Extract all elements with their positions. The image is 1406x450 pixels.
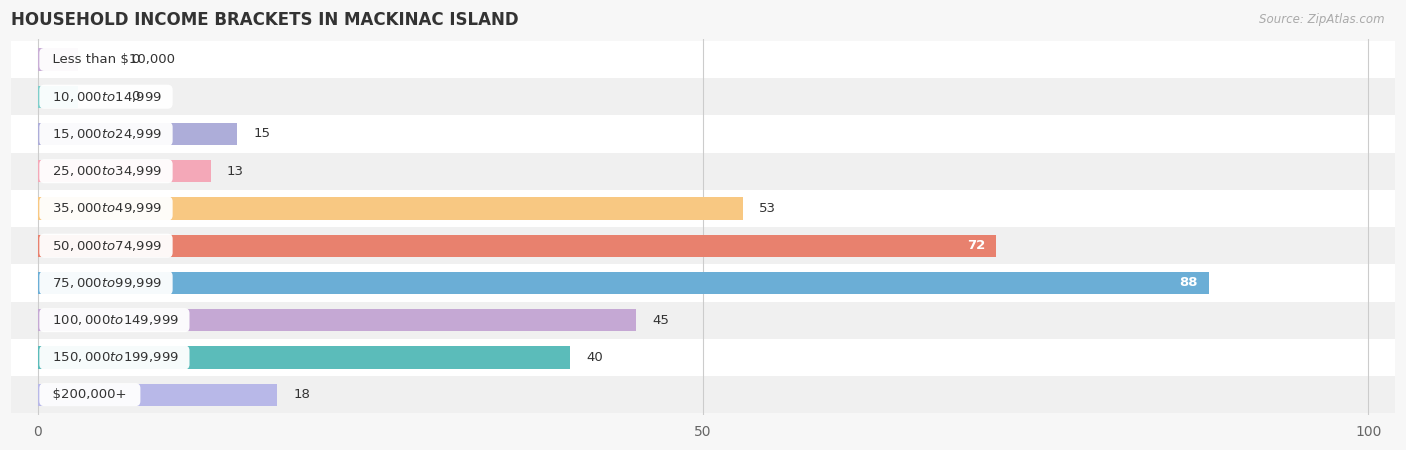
Bar [11,376,1395,413]
Bar [38,48,77,71]
Text: 0: 0 [131,90,139,103]
Bar [38,309,637,331]
Text: 72: 72 [967,239,986,252]
Text: $10,000 to $14,999: $10,000 to $14,999 [45,90,167,104]
Bar [11,190,1395,227]
Bar [11,153,1395,190]
Text: Less than $10,000: Less than $10,000 [45,53,184,66]
Bar [11,115,1395,153]
Bar [38,197,742,220]
Bar [38,272,1209,294]
Text: 88: 88 [1180,276,1198,289]
Text: 18: 18 [294,388,311,401]
Bar [11,227,1395,264]
Text: $75,000 to $99,999: $75,000 to $99,999 [45,276,167,290]
Bar [38,234,995,257]
Bar [11,339,1395,376]
Text: $150,000 to $199,999: $150,000 to $199,999 [45,351,184,364]
Bar [38,86,77,108]
Text: 15: 15 [253,127,270,140]
Text: 45: 45 [652,314,669,327]
Bar [11,264,1395,302]
Text: 0: 0 [131,53,139,66]
Bar [38,123,238,145]
Text: HOUSEHOLD INCOME BRACKETS IN MACKINAC ISLAND: HOUSEHOLD INCOME BRACKETS IN MACKINAC IS… [11,11,519,29]
Bar [11,302,1395,339]
Text: 40: 40 [586,351,603,364]
Bar [38,383,277,406]
Bar [11,41,1395,78]
Text: $35,000 to $49,999: $35,000 to $49,999 [45,202,167,216]
Bar [11,78,1395,115]
Text: Source: ZipAtlas.com: Source: ZipAtlas.com [1260,14,1385,27]
Text: $200,000+: $200,000+ [45,388,135,401]
Bar [38,346,569,369]
Text: 13: 13 [226,165,243,178]
Text: $15,000 to $24,999: $15,000 to $24,999 [45,127,167,141]
Text: 53: 53 [759,202,776,215]
Text: $25,000 to $34,999: $25,000 to $34,999 [45,164,167,178]
Bar [38,160,211,182]
Text: $100,000 to $149,999: $100,000 to $149,999 [45,313,184,327]
Text: $50,000 to $74,999: $50,000 to $74,999 [45,238,167,253]
